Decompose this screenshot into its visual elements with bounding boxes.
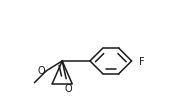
Text: F: F <box>139 56 144 66</box>
Text: O: O <box>64 83 72 93</box>
Text: O: O <box>38 65 45 75</box>
